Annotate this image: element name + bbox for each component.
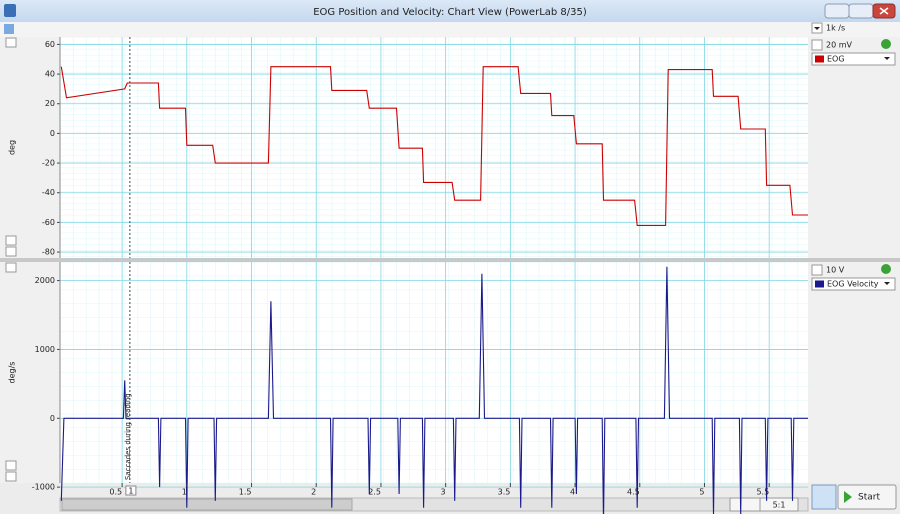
zoom-ratio: 5:1 — [773, 501, 786, 510]
monitor-button[interactable] — [811, 484, 837, 510]
x-tick-label: 2 — [311, 488, 316, 497]
y-tick-label: 2000 — [35, 276, 55, 285]
maximize-button[interactable] — [848, 3, 874, 19]
y-tick-label: 60 — [45, 40, 55, 49]
channel-panel — [809, 37, 900, 258]
x-tick-label: 0.5 — [109, 488, 122, 497]
minor-grid — [60, 262, 808, 483]
title-bar — [0, 0, 900, 22]
close-icon — [879, 7, 889, 15]
y-tick-label: 40 — [45, 70, 55, 79]
dropdown-arrow — [884, 282, 890, 285]
range-dropdown[interactable] — [811, 39, 823, 51]
zoom-in[interactable] — [5, 460, 17, 471]
legend-swatch — [815, 280, 824, 288]
channel-panel — [809, 262, 900, 483]
toolbar — [0, 22, 900, 37]
start-icon — [844, 491, 852, 503]
comment-text: Saccades during reading — [124, 393, 132, 480]
x-tick-label: 3.5 — [498, 488, 511, 497]
app-icon — [4, 4, 16, 17]
channel-selector[interactable] — [811, 277, 896, 291]
x-tick-label: 1 — [182, 488, 187, 497]
start-button[interactable] — [837, 484, 897, 510]
x-tick-label: 5 — [699, 488, 704, 497]
y-axis-label: deg — [8, 140, 17, 155]
x-tick-label: 5.5 — [756, 488, 769, 497]
panel-divider — [0, 258, 900, 262]
y-tick-label: -60 — [42, 218, 55, 227]
channel-range: 20 mV — [826, 41, 853, 50]
legend-label: EOG — [827, 55, 845, 64]
window-title: EOG Position and Velocity: Chart View (P… — [313, 7, 587, 18]
panel-menu[interactable] — [5, 37, 17, 48]
legend-label: EOG Velocity — [827, 280, 879, 289]
y-tick-label: 0 — [50, 129, 55, 138]
x-tick-label: 2.5 — [368, 488, 381, 497]
trace — [60, 66, 808, 226]
toolbar-icon[interactable] — [4, 24, 14, 34]
y-tick-label: -20 — [42, 159, 55, 168]
dropdown-arrow — [814, 27, 820, 30]
sample-rate: 1k /s — [826, 24, 845, 33]
view-button[interactable] — [729, 497, 761, 512]
comment-marker: 1 — [128, 487, 133, 496]
channel-range: 10 V — [826, 266, 845, 275]
y-tick-label: -40 — [42, 188, 55, 197]
trace — [60, 266, 808, 514]
panel-menu[interactable] — [5, 262, 17, 273]
y-tick-label: 0 — [50, 414, 55, 423]
x-tick-label: 4 — [570, 488, 575, 497]
zoom-out[interactable] — [5, 471, 17, 482]
y-tick-label: 20 — [45, 99, 55, 108]
status-icon — [881, 264, 891, 274]
start-label: Start — [858, 493, 880, 503]
comment-flag — [125, 485, 137, 496]
x-tick-label: 1.5 — [239, 488, 252, 497]
scroll-thumb[interactable] — [61, 498, 353, 511]
zoom-out[interactable] — [5, 246, 17, 257]
zoom-box[interactable] — [759, 497, 799, 512]
x-tick-label: 4.5 — [627, 488, 640, 497]
x-tick-label: 3 — [441, 488, 446, 497]
status-icon — [881, 39, 891, 49]
y-tick-label: 1000 — [35, 345, 55, 354]
y-tick-label: -1000 — [32, 483, 55, 492]
y-tick-label: -80 — [42, 248, 55, 257]
channel-selector[interactable] — [811, 52, 896, 66]
zoom-in[interactable] — [5, 235, 17, 246]
dropdown-arrow — [884, 57, 890, 60]
range-dropdown[interactable] — [811, 264, 823, 276]
y-axis-label: deg/s — [8, 362, 17, 384]
minimize-button[interactable] — [824, 3, 850, 19]
legend-swatch — [815, 55, 824, 63]
